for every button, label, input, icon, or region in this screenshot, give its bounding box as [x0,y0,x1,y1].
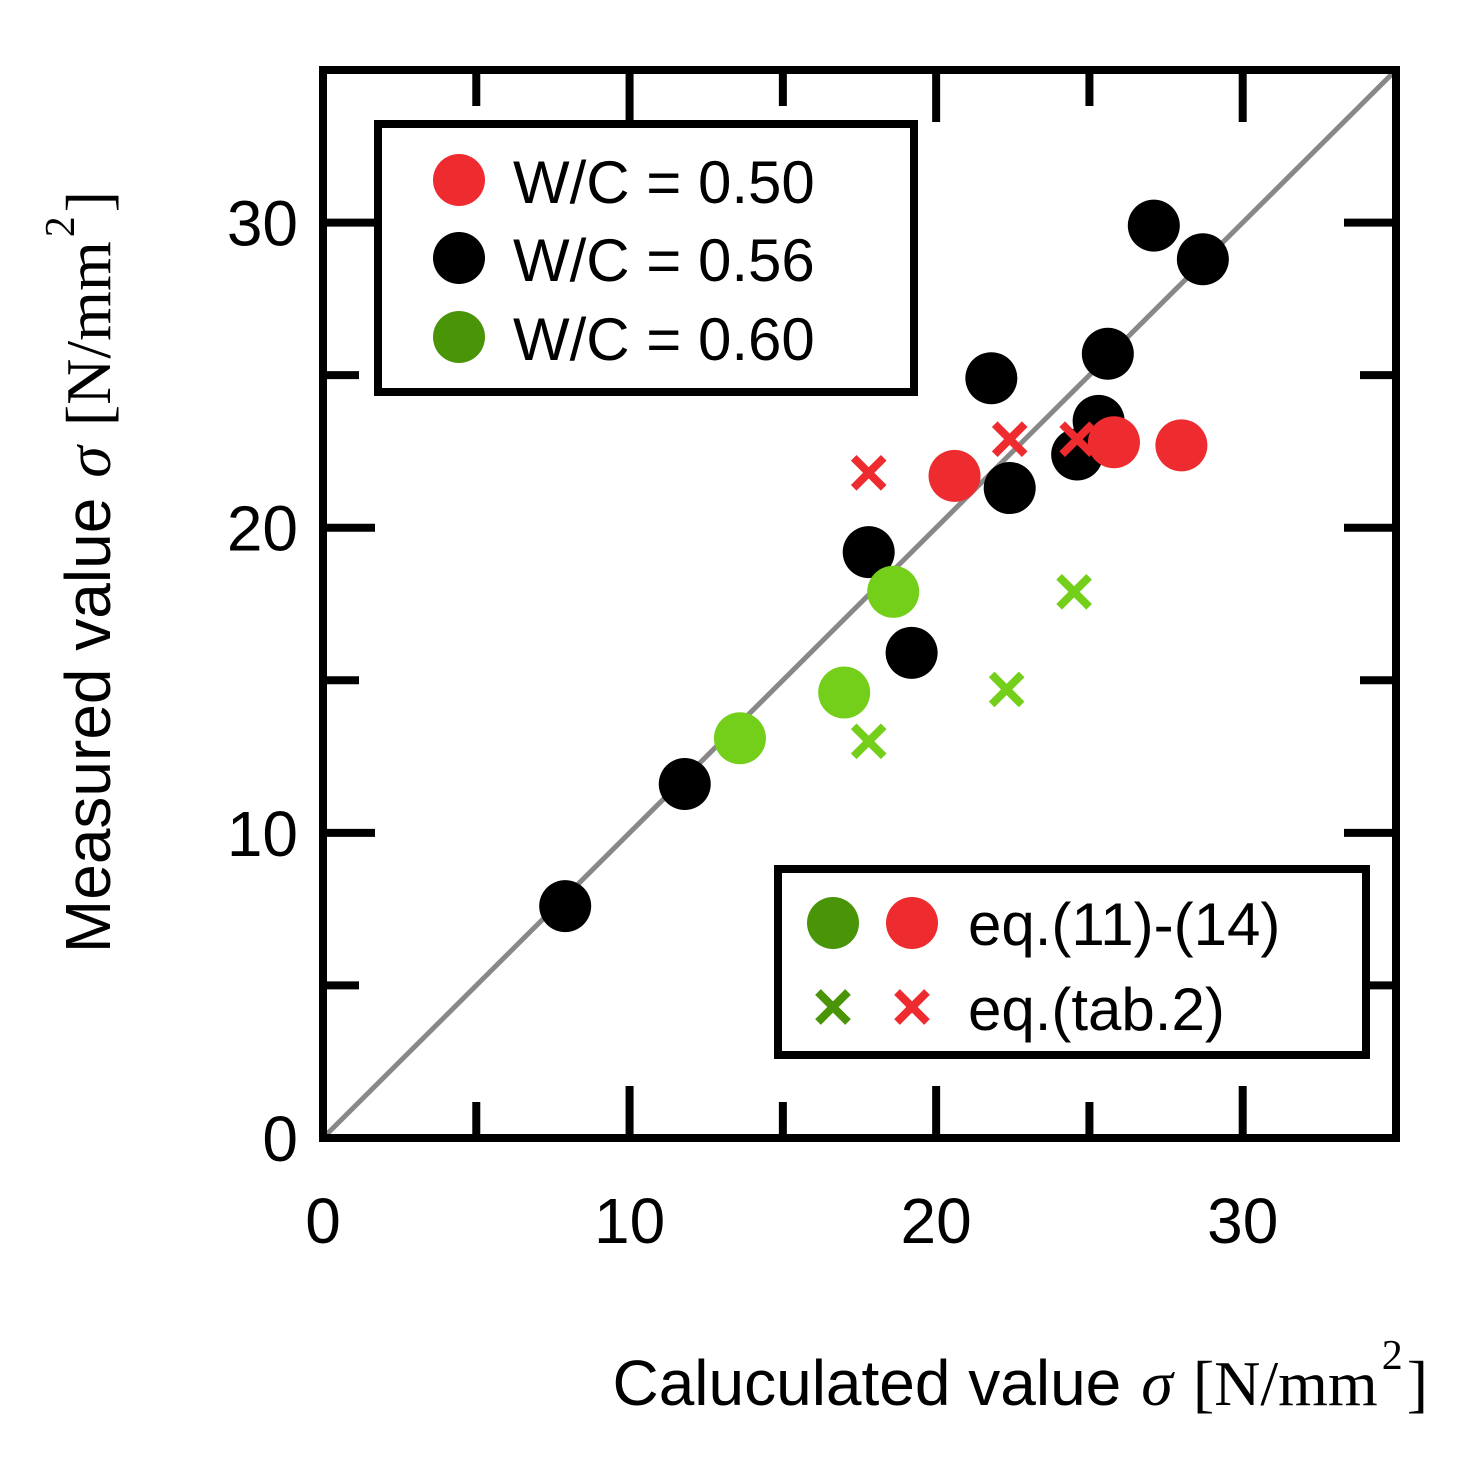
legend-method-box [774,865,1370,1059]
data-point-wc056 [983,462,1036,515]
axis-tick-labels: 0 10 20 30 0 10 20 30 [227,188,1278,1257]
data-point-x-wc060 [1056,573,1092,610]
y-axis-label-unit-sup: 2 [38,216,84,237]
legend-method-circle-legend_green [807,897,859,949]
legend-wc-label-060: W/C = 0.60 [513,306,815,373]
x-axis-label-unit-close: ] [1407,1348,1428,1419]
y-axis-label-text: Measured value [52,498,124,953]
legend-method: eq.(11)-(14) eq.(tab.2) [774,865,1370,1059]
legend-method-circle-wc050 [886,897,938,949]
data-point-wc056 [1081,327,1134,380]
data-point-x-wc060 [850,723,887,760]
x-axis-label-symbol: σ [1141,1348,1175,1419]
plot-frame [319,66,1400,1142]
legend-marker-wc050 [433,154,485,206]
legend-method-x-legend_green [815,989,851,1025]
legend-method-markers [807,897,938,1025]
data-point-wc060 [713,712,766,765]
data-point-wc050 [1087,416,1140,469]
data-point-x-wc060-stroke-b [1056,573,1092,610]
y-axis-label: Measured value σ [N/mm 2 ] [38,191,124,953]
data-point-wc060 [818,666,871,719]
data-point-x-wc060-stroke-b [988,671,1025,708]
data-point-wc050 [928,449,981,502]
legend-wc: W/C = 0.50 W/C = 0.56 W/C = 0.60 [374,120,918,396]
data-point-x-wc060 [988,671,1025,708]
legend-method-x-wc050 [894,989,930,1025]
data-point-wc056 [1127,199,1180,252]
x-tick-label: 10 [594,1185,665,1257]
x-tick-label: 0 [305,1185,341,1257]
data-point-wc056 [965,352,1018,405]
y-axis-label-unit-close: ] [53,191,124,212]
data-point-wc050 [1155,419,1208,472]
data-point-x-wc050 [1059,421,1095,458]
legend-method-label-tab2: eq.(tab.2) [968,976,1225,1043]
y-tick-label: 10 [227,798,298,870]
y-axis-label-unit: [N/mm [53,241,124,426]
data-point-x-wc060-stroke-b [850,723,887,760]
legend-method-x-legend_green-stroke-b [815,989,851,1025]
x-axis-label: Caluculated value σ [N/mm 2 ] [612,1333,1428,1419]
data-point-x-wc050-stroke-b [1059,421,1095,458]
legend-method-label-eq11-14: eq.(11)-(14) [968,891,1280,958]
data-point-wc056 [1176,233,1229,286]
legend-wc-label-056: W/C = 0.56 [513,227,815,294]
data-marks [539,199,1229,933]
data-point-wc056 [539,880,592,933]
x-axis-label-unit-sup: 2 [1382,1333,1403,1379]
data-point-x-wc050-stroke-b [991,421,1028,458]
data-point-wc056 [658,758,711,811]
data-point-wc060 [867,565,920,618]
x-tick-label: 20 [901,1185,972,1257]
data-point-wc056 [842,526,895,579]
legend-marker-wc056 [433,232,485,284]
x-tick-label: 30 [1207,1185,1278,1257]
legend-marker-legend_green [433,311,485,363]
data-point-x-wc050 [991,421,1028,458]
x-axis-label-text: Caluculated value [612,1347,1121,1419]
y-tick-label: 20 [227,493,298,565]
data-point-x-wc050-stroke-b [850,454,887,491]
y-tick-label: 30 [227,188,298,260]
axis-ticks [323,70,1396,1138]
data-point-wc056 [885,626,938,679]
x-axis-label-unit: [N/mm [1193,1348,1378,1419]
data-point-x-wc050 [850,454,887,491]
legend-wc-label-050: W/C = 0.50 [513,149,815,216]
y-tick-label: 0 [262,1103,298,1175]
legend-method-x-wc050-stroke-b [894,989,930,1025]
legend-wc-markers [433,154,485,363]
y-axis-label-symbol: σ [53,444,124,478]
